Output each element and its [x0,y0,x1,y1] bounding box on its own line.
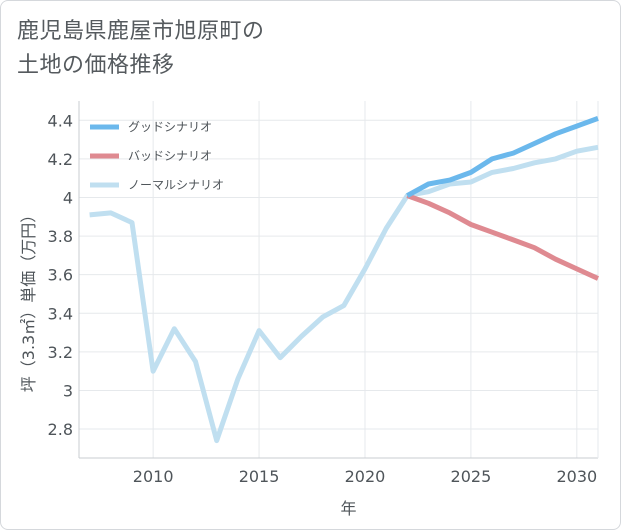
chart-title-line-1: 鹿児島県鹿屋市旭原町の [17,19,265,44]
y-tick-label: 3 [63,381,73,400]
chart-title-line-2: 土地の価格推移 [17,53,175,78]
chart-title: 鹿児島県鹿屋市旭原町の 土地の価格推移 [17,15,265,83]
x-tick-label: 2030 [556,467,597,486]
series-line-0 [406,116,599,198]
y-tick-labels: 2.8 3 3.2 3.4 3.6 3.8 4 4.2 4.4 [48,111,73,439]
y-tick-label: 4.2 [48,150,73,169]
legend-label-1: バッドシナリオ [128,149,212,163]
grid-lines [79,101,598,458]
y-tick-label: 3.8 [48,227,73,246]
x-tick-label: 2010 [133,467,174,486]
y-axis-label: 坪（3.3㎡）単価（万円） [19,207,38,392]
y-tick-label: 3.2 [48,343,73,362]
x-tick-label: 2015 [239,467,280,486]
y-tick-label: 2.8 [48,420,73,439]
series-line-1 [406,193,600,281]
series-lines [89,116,600,444]
plot-frame [78,101,599,459]
series-line-2 [89,144,599,444]
legend-label-2: ノーマルシナリオ [128,178,224,192]
x-tick-label: 2020 [345,467,386,486]
y-tick-label: 3.6 [48,266,73,285]
y-tick-label: 4 [63,188,73,207]
x-axis-label: 年 [340,499,356,518]
x-tick-labels: 2010 2015 2020 2025 2030 [133,467,597,486]
y-tick-label: 3.4 [48,304,73,323]
x-tick-label: 2025 [451,467,492,486]
y-tick-label: 4.4 [48,111,73,130]
legend-label-0: グッドシナリオ [128,120,212,134]
